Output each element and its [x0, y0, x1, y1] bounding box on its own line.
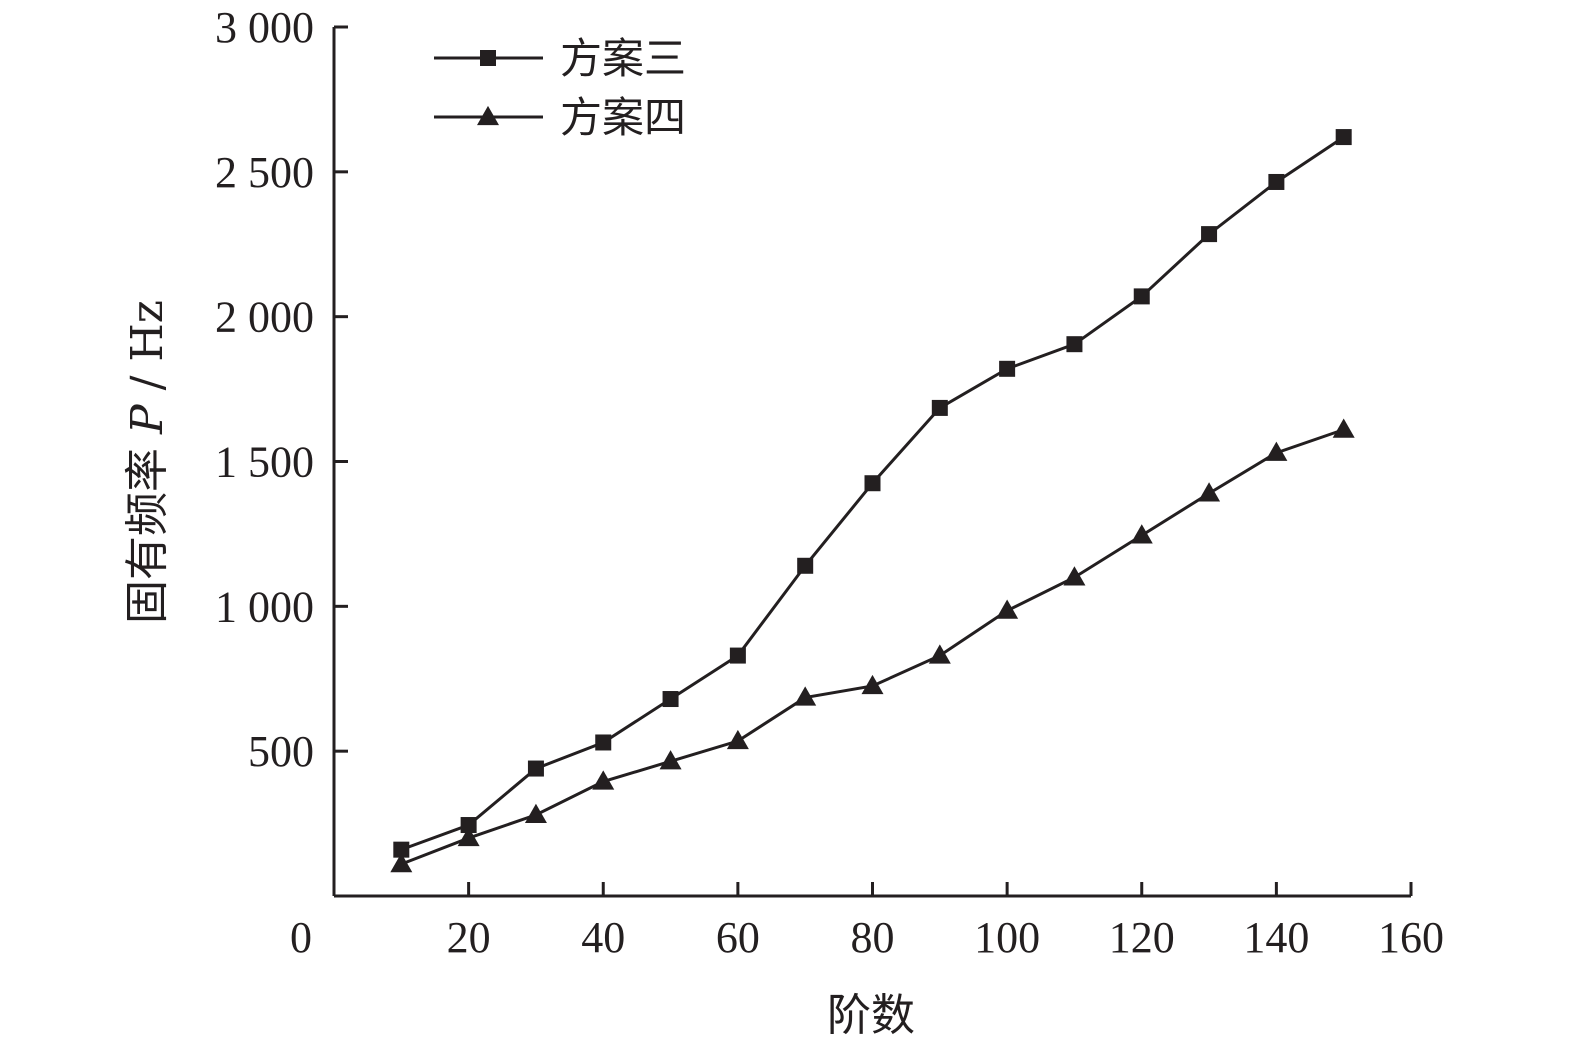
series-line-1	[400, 135, 1345, 852]
legend-label: 方案四	[560, 93, 686, 142]
y-axis-title-unit: / Hz	[122, 300, 173, 404]
triangle-marker	[928, 644, 951, 664]
y-tick-label: 500	[248, 727, 314, 776]
square-marker	[527, 760, 544, 777]
square-marker	[797, 557, 814, 574]
triangle-marker	[1130, 524, 1153, 544]
series-markers	[390, 129, 1355, 873]
y-tick-label: 1 500	[215, 438, 314, 487]
legend-label: 方案三	[560, 34, 686, 83]
x-tick-label: 160	[1378, 913, 1444, 962]
x-tick-label: 140	[1243, 913, 1309, 962]
y-axis-title-prefix: 固有频率	[122, 434, 173, 624]
square-marker	[999, 360, 1016, 377]
square-marker	[729, 647, 746, 664]
triangle-marker	[592, 770, 615, 790]
y-tick-labels: 500 1 000 1 500 2 000 2 500 3 000	[215, 3, 314, 776]
triangle-marker	[1265, 441, 1288, 461]
triangle-marker	[1198, 482, 1221, 502]
y-tick-label: 3 000	[215, 3, 314, 52]
x-tick-labels: 0 20 40 60 80 100 120 140 160	[290, 913, 1444, 962]
x-tick-label: 20	[447, 913, 491, 962]
triangle-marker	[726, 729, 749, 750]
square-marker	[1201, 226, 1218, 243]
square-marker	[931, 399, 948, 416]
axes	[332, 27, 1411, 898]
legend-marker	[480, 50, 496, 66]
triangle-marker	[996, 599, 1019, 619]
square-marker	[662, 691, 679, 708]
square-marker	[393, 841, 410, 858]
y-tick-label: 2 000	[215, 293, 314, 342]
square-marker	[595, 734, 612, 751]
triangle-marker	[457, 826, 480, 847]
triangle-marker	[1332, 418, 1355, 438]
square-marker	[1335, 129, 1352, 146]
square-marker	[460, 817, 477, 834]
triangle-marker	[794, 686, 817, 706]
square-marker	[1133, 288, 1150, 305]
triangle-marker	[1063, 566, 1086, 586]
x-tick-label: 40	[581, 913, 625, 962]
legend-item-2: 方案四	[434, 93, 686, 142]
legend-marker	[477, 105, 499, 126]
x-tick-label: 60	[716, 913, 760, 962]
triangle-marker	[659, 750, 682, 770]
tick-marks	[334, 25, 1413, 896]
legend-item-1: 方案三	[434, 34, 686, 83]
y-tick-label: 2 500	[215, 148, 314, 197]
x-tick-label: 80	[851, 913, 895, 962]
triangle-marker	[861, 674, 884, 695]
square-marker	[1066, 336, 1083, 353]
x-tick-label: 0	[290, 913, 312, 962]
triangle-marker	[390, 852, 413, 873]
triangle-marker	[524, 803, 547, 823]
y-axis-title-variable: P	[122, 403, 173, 435]
y-tick-label: 1 000	[215, 582, 314, 631]
y-axis-title: 固有频率 P / Hz	[122, 300, 173, 624]
x-tick-label: 100	[974, 913, 1040, 962]
x-axis-title: 阶数	[827, 990, 915, 1041]
x-tick-label: 120	[1109, 913, 1175, 962]
square-marker	[864, 475, 881, 492]
square-marker	[1268, 173, 1285, 190]
